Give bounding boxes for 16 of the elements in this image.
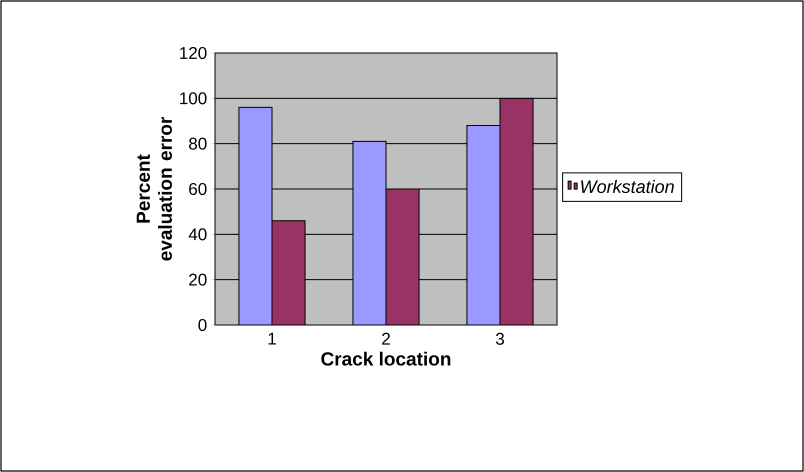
x-tick-label: 3: [496, 332, 504, 345]
x-axis-title: Crack location: [321, 352, 450, 366]
y-tick-label: 80: [189, 138, 207, 150]
y-tick-label: 20: [189, 274, 207, 286]
y-tick-label: 120: [180, 46, 207, 60]
y-tick-label: 40: [188, 228, 207, 240]
y-tick-label: 60: [189, 182, 207, 196]
bar: [352, 140, 387, 325]
y-tick-label: 100: [180, 92, 207, 104]
y-axis-title: Percent evaluation error: [136, 116, 172, 261]
y-tick-label: 0: [198, 318, 207, 332]
x-tick-label: 1: [268, 332, 276, 344]
bar: [238, 106, 273, 325]
bar: [466, 125, 500, 325]
legend-label: Workstation: [581, 180, 674, 194]
x-tick-label: 2: [382, 332, 390, 345]
